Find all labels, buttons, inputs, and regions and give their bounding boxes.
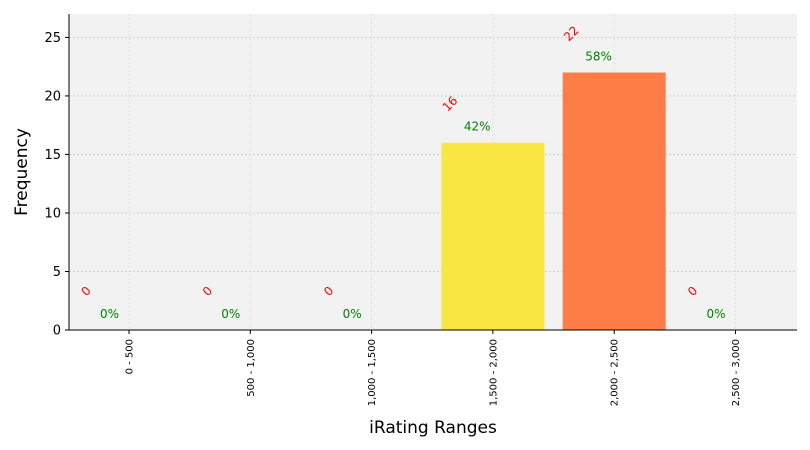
grid [69,14,797,331]
y-tick-label: 5 [53,265,61,280]
x-tick-label: 1,000 - 1,500 [367,339,378,406]
x-tick-label: 1,500 - 2,000 [488,339,499,406]
y-tick-label: 0 [53,324,61,339]
bar [562,72,666,330]
x-tick-label: 0 - 500 [125,339,136,374]
percent-label: 0% [100,307,119,321]
y-axis-title: Frequency [12,128,32,216]
plot-area [69,14,797,330]
x-axis-title: iRating Ranges [369,418,497,438]
x-tick-label: 500 - 1,000 [246,339,257,397]
y-tick-label: 15 [44,148,61,163]
y-ticks: 0 5 10 15 20 25 [44,31,69,339]
percent-label: 0% [221,307,240,321]
x-tick-label: 2,500 - 3,000 [731,339,742,406]
y-tick-label: 10 [44,206,61,221]
percent-label: 42% [464,120,491,134]
x-tick-label: 2,000 - 2,500 [610,339,621,406]
bar [441,142,545,330]
x-ticks: 0 - 500 500 - 1,000 1,000 - 1,500 1,500 - 2… [125,330,742,406]
percent-label: 0% [343,307,362,321]
percent-label: 58% [585,50,612,64]
y-tick-label: 25 [44,31,61,46]
y-tick-label: 20 [44,89,61,104]
bars [441,72,666,330]
percent-label: 0% [707,307,726,321]
